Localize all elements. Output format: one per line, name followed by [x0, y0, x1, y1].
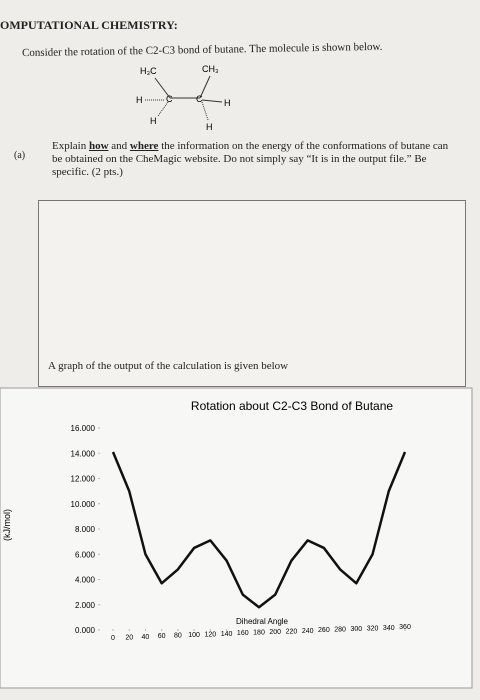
- emphasis: where: [129, 140, 159, 152]
- emphasis: how: [88, 140, 109, 152]
- question-text: the information on the energy of the con…: [52, 140, 449, 178]
- answer-box: [38, 200, 466, 387]
- x-tick-label: 220: [286, 628, 298, 635]
- question-label: (a): [14, 150, 26, 161]
- y-tick-label: 10.000: [71, 500, 96, 509]
- chart-title: Rotation about C2-C3 Bond of Butane: [191, 399, 393, 413]
- molecule: H₃C CH₃ C C H H H H: [136, 64, 231, 132]
- data-line: [111, 451, 407, 609]
- x-axis-label: Dihedral Angle: [236, 617, 289, 626]
- question: Explain how and where the information on…: [52, 140, 457, 179]
- atom-label: H: [224, 98, 231, 108]
- y-tick-label: 0.000: [75, 626, 96, 635]
- x-tick-label: 60: [158, 633, 166, 640]
- y-axis-label: (kJ/mol): [2, 509, 12, 541]
- question-text: and: [108, 140, 130, 152]
- graph-caption: A graph of the output of the calculation…: [48, 360, 289, 372]
- chart-frame: [0, 387, 473, 689]
- atom-label: H: [136, 95, 143, 105]
- x-tick-label: 240: [302, 628, 314, 635]
- atom-label: C: [196, 94, 203, 104]
- y-tick-label: 16.000: [71, 424, 96, 433]
- x-tick-label: 80: [174, 633, 182, 640]
- x-tick-label: 180: [253, 630, 265, 637]
- question-text: Explain: [52, 140, 89, 152]
- y-tick-label: 8.000: [75, 525, 96, 534]
- y-tick-label: 6.000: [75, 550, 96, 559]
- x-tick-label: 340: [383, 625, 395, 632]
- header-title: OMPUTATIONAL CHEMISTRY:: [0, 18, 178, 32]
- x-tick-label: 0: [111, 635, 115, 642]
- y-tick-label: 2.000: [75, 601, 96, 610]
- x-tick-label: 20: [125, 634, 133, 641]
- atom-label: H₃C: [140, 66, 157, 76]
- x-tick-label: 360: [399, 624, 411, 631]
- atom-label: H: [150, 116, 157, 126]
- x-tick-label: 140: [221, 631, 233, 638]
- y-tick-label: 14.000: [71, 449, 96, 458]
- x-tick-label: 320: [367, 625, 379, 632]
- x-tick-label: 100: [188, 632, 200, 639]
- x-tick-label: 200: [269, 629, 281, 636]
- y-tick-label: 12.000: [71, 475, 96, 484]
- x-tick-label: 40: [142, 634, 150, 641]
- x-tick-label: 120: [204, 631, 216, 638]
- y-tick-label: 4.000: [75, 576, 96, 585]
- atom-label: CH₃: [202, 64, 219, 74]
- x-tick-label: 160: [237, 630, 249, 637]
- atom-label: H: [206, 122, 213, 132]
- atom-label: C: [166, 94, 173, 104]
